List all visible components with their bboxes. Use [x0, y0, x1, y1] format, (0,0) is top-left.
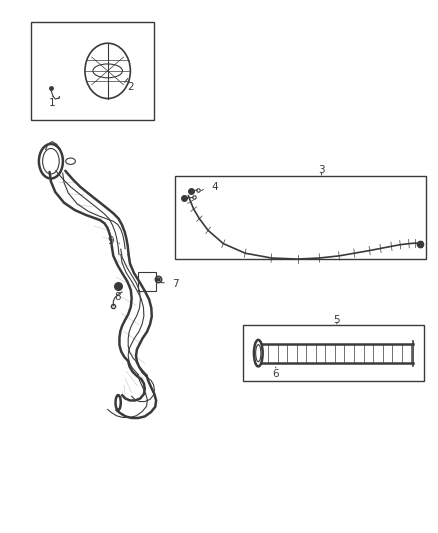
Text: 4: 4: [211, 182, 218, 192]
Text: 6: 6: [272, 369, 279, 379]
Bar: [243, 325, 424, 381]
Text: 5: 5: [334, 314, 340, 325]
Text: 3: 3: [318, 165, 325, 175]
Text: 1: 1: [49, 98, 56, 108]
Bar: [31, 22, 153, 120]
Text: 9: 9: [107, 236, 114, 246]
Text: 7: 7: [172, 279, 179, 288]
Text: 2: 2: [127, 82, 134, 92]
Text: 8: 8: [114, 292, 121, 302]
Bar: [175, 176, 426, 259]
